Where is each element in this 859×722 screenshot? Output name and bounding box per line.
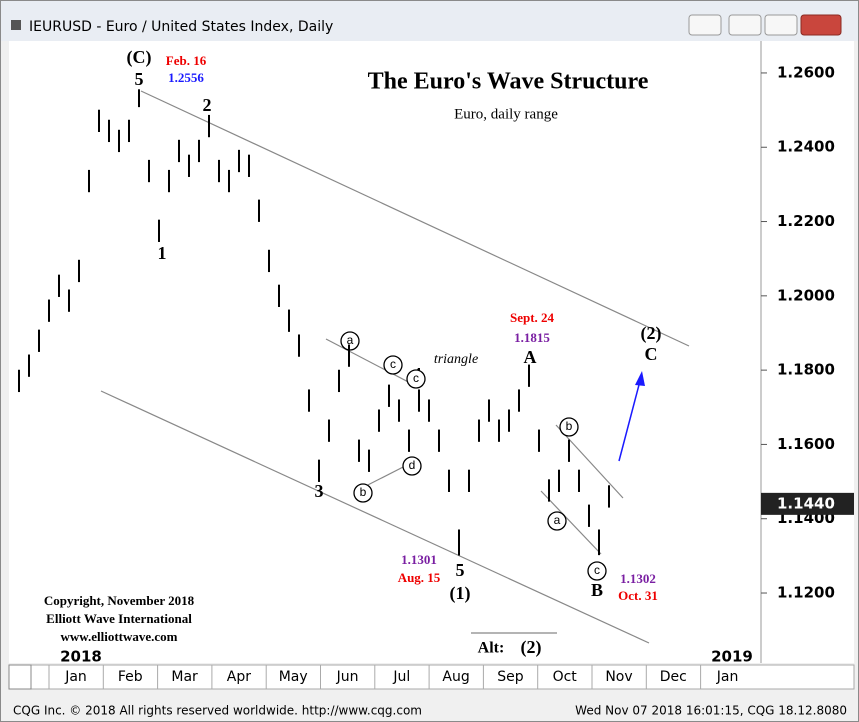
x-tick-label: Jan: [64, 669, 87, 685]
x-tick-label: Nov: [605, 669, 632, 685]
year-label: 2019: [711, 648, 753, 666]
wave-label: C: [645, 344, 658, 364]
plot-area: [9, 41, 854, 663]
x-tick-label: Sep: [497, 669, 524, 685]
x-tick-label: Apr: [227, 669, 251, 685]
wave-label: 3: [315, 481, 324, 501]
y-tick-label: 1.1200: [777, 584, 835, 602]
wave-label: (2): [521, 637, 542, 658]
last-price-label: 1.1440: [777, 494, 835, 512]
wave-label: B: [591, 580, 603, 600]
wave-label: Aug. 15: [398, 570, 441, 585]
x-tick-label: Jul: [392, 669, 410, 685]
wedge-line: [555, 424, 624, 499]
lower-channel: [100, 390, 650, 644]
chart-title: The Euro's Wave Structure: [368, 69, 649, 95]
x-tick-label: Dec: [660, 669, 687, 685]
wave-label: d: [409, 458, 416, 472]
x-tick-label: Oct: [553, 669, 578, 685]
wave-circle: [383, 355, 403, 375]
wave-label: 1.1815: [514, 330, 550, 345]
y-tick-label: 1.2600: [777, 63, 835, 81]
wave-label: triangle: [434, 352, 478, 367]
status-bar: [1, 699, 858, 721]
wave-label: Oct. 31: [618, 588, 658, 603]
y-tick-label: 1.2400: [777, 138, 835, 156]
wave-label: 5: [456, 560, 465, 580]
wave-label: 1.1301: [401, 552, 437, 567]
x-tick-label: Jan: [716, 669, 739, 685]
minimize-button[interactable]: [728, 14, 762, 36]
triangle-line: [325, 338, 417, 387]
window-title: IEURUSD - Euro / United States Index, Da…: [29, 19, 333, 35]
status-left: CQG Inc. © 2018 All rights reserved worl…: [13, 704, 422, 718]
x-tick-label: Mar: [171, 669, 198, 685]
y-tick-label: 1.1600: [777, 435, 835, 453]
wave-label: a: [554, 513, 561, 527]
projection-arrow: [618, 380, 641, 462]
wave-label: c: [390, 357, 396, 371]
app-icon: [11, 20, 21, 30]
close-button[interactable]: [800, 14, 842, 36]
wave-circle: [353, 483, 373, 503]
wave-circle: [559, 417, 579, 437]
wave-label: b: [566, 419, 573, 433]
wave-label: c: [413, 371, 419, 385]
axis-corner: [8, 664, 32, 690]
pin-button[interactable]: [688, 14, 722, 36]
x-tick-label: Aug: [442, 669, 469, 685]
copyright: www.elliottwave.com: [61, 629, 178, 644]
year-label: 2018: [60, 648, 102, 666]
wave-label: a: [347, 333, 354, 347]
wave-circle: [402, 456, 422, 476]
wedge-line: [540, 490, 602, 555]
wave-label: (1): [450, 583, 471, 604]
y-tick-label: 1.1800: [777, 361, 835, 379]
wave-label: (2): [641, 323, 662, 344]
chart-subtitle: Euro, daily range: [454, 106, 558, 122]
wave-label: Sept. 24: [510, 310, 555, 325]
upper-channel: [140, 90, 690, 347]
wave-label: Feb. 16: [166, 53, 207, 68]
copyright: Copyright, November 2018: [44, 593, 195, 608]
wave-label: c: [594, 563, 600, 577]
channel-lines: [100, 90, 690, 644]
x-tick-label: May: [279, 669, 308, 685]
wave-label: 1: [158, 243, 167, 263]
wave-label: 2: [203, 95, 212, 115]
y-tick-label: 1.2000: [777, 286, 835, 304]
maximize-button[interactable]: [764, 14, 798, 36]
x-tick-label: Jun: [336, 669, 359, 685]
last-price-box: [761, 492, 854, 515]
y-tick-label: 1.2200: [777, 212, 835, 230]
wave-circle: [406, 369, 426, 389]
wave-label: 1.1302: [620, 571, 656, 586]
x-tick-label: Feb: [118, 669, 143, 685]
status-right: Wed Nov 07 2018 16:01:15, CQG 18.12.8080: [575, 704, 847, 718]
wave-label: A: [524, 347, 537, 367]
copyright: Elliott Wave International: [46, 611, 192, 626]
wave-label: Alt:: [478, 640, 505, 657]
wave-label: 5: [135, 69, 144, 89]
wave-label: (C): [127, 47, 152, 68]
wave-circle: [547, 511, 567, 531]
wave-circle: [587, 561, 607, 581]
arrow-head: [635, 371, 645, 386]
wave-label: b: [360, 485, 367, 499]
wave-label: 1.2556: [168, 70, 204, 85]
